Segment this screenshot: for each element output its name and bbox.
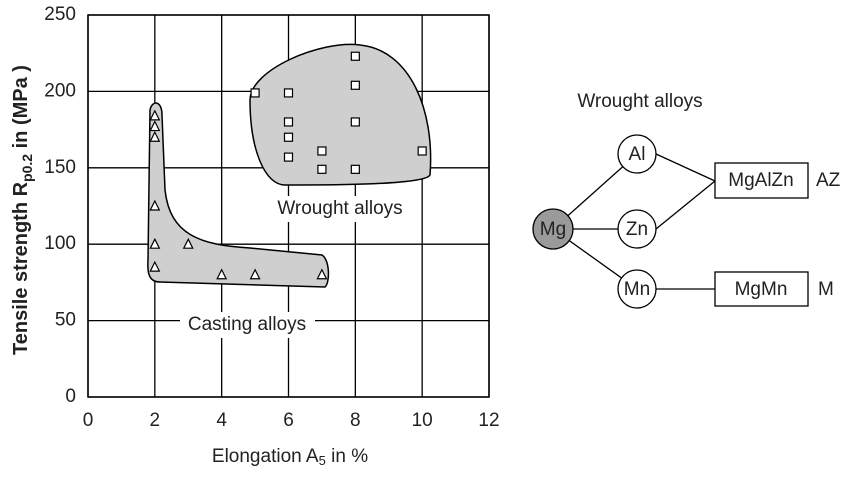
node-label: Mn — [624, 279, 650, 300]
node-label: Mg — [540, 219, 566, 240]
triangle-marker — [216, 268, 228, 280]
y-axis-label: Tensile strength Rp0.2 in (MPa ) — [10, 65, 34, 355]
triangle-marker — [149, 109, 161, 121]
y-tick-label: 200 — [44, 80, 76, 101]
label-bg — [180, 312, 315, 338]
triangle-marker — [182, 237, 194, 249]
square-marker — [350, 51, 360, 61]
node-label: MgAlZn — [728, 170, 793, 191]
wrought-region — [249, 43, 432, 186]
square-marker — [283, 88, 294, 98]
edge — [655, 180, 716, 230]
label-bg — [270, 196, 410, 222]
node-box — [714, 271, 809, 307]
x-tick-label: 6 — [283, 410, 294, 431]
triangle-marker — [249, 268, 261, 280]
node — [617, 134, 657, 174]
triangle-marker — [149, 120, 161, 132]
node-label: MgMn — [735, 279, 788, 300]
square-marker — [283, 132, 294, 142]
y-tick-label: 0 — [65, 386, 76, 407]
square-marker — [317, 146, 327, 156]
square-marker — [350, 80, 360, 90]
square-marker — [417, 146, 427, 156]
square-marker — [350, 117, 360, 127]
diagram-title: Wrought alloys — [577, 91, 702, 112]
square-marker — [317, 164, 327, 174]
x-label-text: Elongation A — [212, 446, 319, 467]
triangle-marker — [316, 268, 328, 280]
edge — [655, 153, 716, 182]
region-label: Wrought alloys — [277, 198, 402, 219]
node — [532, 208, 574, 250]
y-label-sub: p0.2 — [19, 154, 35, 182]
code-label: M — [818, 279, 834, 300]
y-tick-label: 50 — [55, 310, 76, 331]
node-label: Zn — [626, 219, 648, 240]
triangle-marker — [149, 237, 161, 249]
x-label-sub: 5 — [319, 453, 326, 468]
y-tick-label: 250 — [44, 4, 76, 25]
code-label: AZ — [816, 170, 841, 191]
y-tick-label: 150 — [44, 157, 76, 178]
square-marker — [250, 88, 260, 98]
y-tick-label: 100 — [44, 233, 76, 254]
casting-region — [147, 102, 330, 288]
y-label-unit: in (MPa ) — [10, 65, 32, 154]
node-box — [714, 162, 809, 199]
alloy-diagram — [532, 134, 809, 309]
plot-frame — [87, 14, 490, 398]
x-tick-label: 8 — [350, 410, 361, 431]
x-label-unit: in % — [326, 446, 368, 467]
x-tick-label: 12 — [478, 410, 499, 431]
triangle-marker — [149, 260, 161, 272]
x-axis-label: Elongation A5 in % — [212, 446, 368, 468]
x-tick-label: 2 — [150, 410, 161, 431]
square-marker — [350, 164, 360, 174]
x-tick-label: 10 — [412, 410, 433, 431]
square-marker — [283, 117, 294, 127]
node-label: Al — [629, 144, 646, 165]
node — [617, 269, 657, 309]
square-marker — [283, 152, 294, 162]
y-label-text: Tensile strength R — [10, 181, 32, 355]
region-label: Casting alloys — [188, 314, 306, 335]
triangle-marker — [149, 130, 161, 142]
x-tick-label: 4 — [216, 410, 227, 431]
node — [617, 209, 657, 249]
plot: Wrought alloys Casting alloys — [87, 14, 490, 398]
triangle-marker — [149, 199, 161, 211]
x-tick-label: 0 — [83, 410, 94, 431]
